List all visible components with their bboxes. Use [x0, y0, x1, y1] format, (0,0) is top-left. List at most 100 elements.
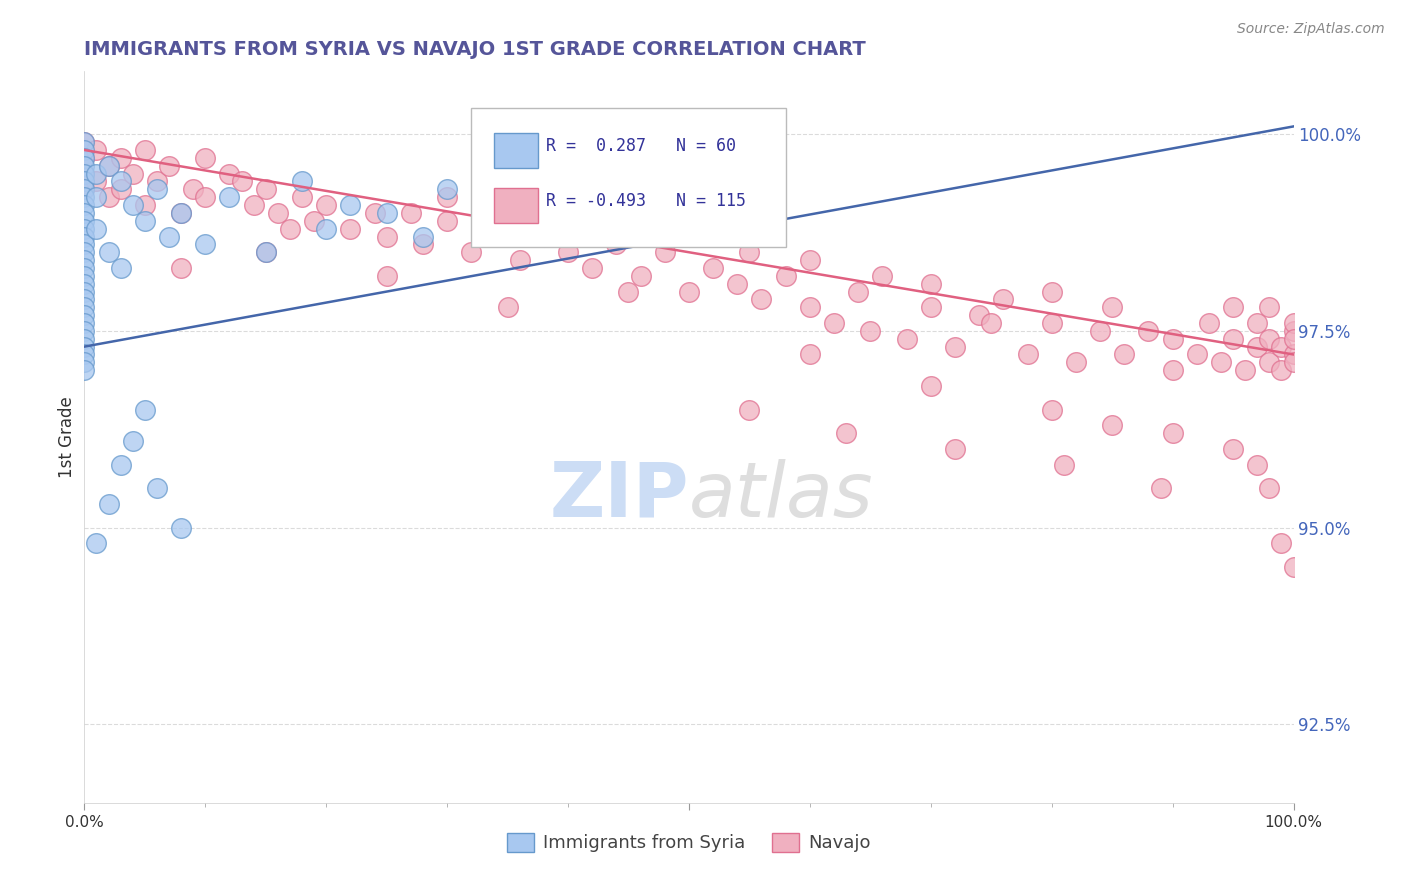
Point	[496, 206, 519, 220]
Point	[157, 159, 180, 173]
Point	[254, 245, 277, 260]
Point	[1282, 324, 1305, 338]
Point	[73, 167, 96, 181]
Point	[97, 245, 120, 260]
Point	[605, 237, 627, 252]
Text: atlas: atlas	[689, 458, 873, 533]
Point	[678, 285, 700, 299]
Point	[725, 277, 748, 291]
Point	[920, 379, 942, 393]
Point	[1053, 458, 1076, 472]
Point	[73, 182, 96, 196]
Point	[896, 332, 918, 346]
Point	[73, 167, 96, 181]
Point	[86, 174, 108, 188]
Point	[412, 237, 434, 252]
Point	[86, 167, 108, 181]
Point	[1222, 332, 1244, 346]
Point	[738, 402, 761, 417]
Point	[242, 198, 264, 212]
Point	[920, 301, 942, 315]
Point	[496, 214, 519, 228]
Point	[86, 190, 108, 204]
Point	[218, 167, 240, 181]
Point	[73, 214, 96, 228]
Point	[291, 190, 314, 204]
Point	[1137, 324, 1160, 338]
Point	[630, 268, 652, 283]
Point	[73, 277, 96, 291]
Point	[121, 167, 143, 181]
Point	[436, 182, 458, 196]
Point	[1209, 355, 1232, 369]
Point	[557, 245, 579, 260]
Point	[267, 206, 290, 220]
Point	[617, 285, 640, 299]
Point	[1246, 458, 1268, 472]
FancyBboxPatch shape	[495, 133, 538, 169]
FancyBboxPatch shape	[471, 108, 786, 247]
Point	[86, 536, 108, 550]
Point	[1040, 402, 1063, 417]
Point	[980, 316, 1002, 330]
Point	[73, 143, 96, 157]
Point	[1222, 442, 1244, 456]
Point	[1246, 316, 1268, 330]
Point	[194, 151, 217, 165]
Point	[73, 253, 96, 268]
Point	[73, 174, 96, 188]
Point	[146, 481, 169, 495]
Point	[1258, 301, 1281, 315]
Point	[399, 206, 422, 220]
Point	[1258, 355, 1281, 369]
Point	[509, 253, 531, 268]
Point	[134, 214, 156, 228]
Point	[1246, 340, 1268, 354]
Point	[73, 159, 96, 173]
Point	[920, 277, 942, 291]
Point	[73, 151, 96, 165]
Point	[1101, 301, 1123, 315]
Point	[73, 340, 96, 354]
Point	[291, 174, 314, 188]
Point	[460, 245, 482, 260]
Point	[678, 229, 700, 244]
Text: Source: ZipAtlas.com: Source: ZipAtlas.com	[1237, 22, 1385, 37]
Point	[775, 268, 797, 283]
Point	[1017, 347, 1039, 361]
Point	[181, 182, 204, 196]
Point	[1088, 324, 1111, 338]
Point	[73, 245, 96, 260]
Point	[1270, 536, 1292, 550]
Point	[121, 198, 143, 212]
Point	[339, 198, 361, 212]
Point	[86, 143, 108, 157]
Point	[436, 190, 458, 204]
Point	[1161, 332, 1184, 346]
Point	[73, 347, 96, 361]
Point	[1114, 347, 1136, 361]
Point	[1282, 559, 1305, 574]
Point	[170, 206, 193, 220]
Point	[134, 143, 156, 157]
Point	[1198, 316, 1220, 330]
Point	[97, 497, 120, 511]
Point	[1161, 363, 1184, 377]
Point	[73, 182, 96, 196]
Point	[73, 190, 96, 204]
Point	[872, 268, 894, 283]
Point	[278, 221, 301, 235]
Point	[73, 301, 96, 315]
Point	[231, 174, 253, 188]
Point	[110, 151, 132, 165]
Point	[1234, 363, 1257, 377]
Point	[86, 221, 108, 235]
Text: ZIP: ZIP	[550, 458, 689, 533]
Point	[73, 316, 96, 330]
Point	[835, 426, 858, 441]
Point	[97, 159, 120, 173]
Point	[1149, 481, 1171, 495]
Point	[73, 363, 96, 377]
Y-axis label: 1st Grade: 1st Grade	[58, 396, 76, 478]
Point	[146, 182, 169, 196]
